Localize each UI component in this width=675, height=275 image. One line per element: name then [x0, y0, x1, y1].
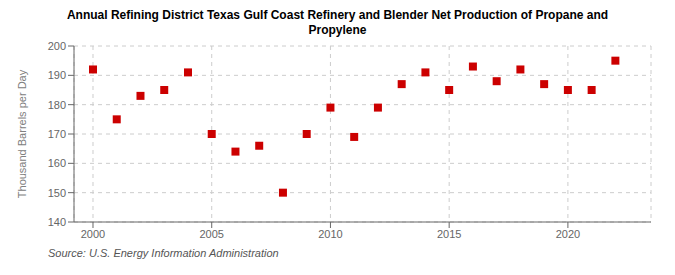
html-text:Source: U.S. Energy Informatio: Source: U.S. Energy Information Administ… — [48, 247, 279, 259]
svg-text:180: 180 — [48, 99, 66, 111]
svg-text:2020: 2020 — [556, 228, 580, 240]
svg-text:150: 150 — [48, 187, 66, 199]
svg-text:160: 160 — [48, 157, 66, 169]
svg-text:170: 170 — [48, 128, 66, 140]
html-text:Propylene: Propylene — [308, 23, 367, 37]
svg-text:2010: 2010 — [318, 228, 342, 240]
svg-text:2000: 2000 — [81, 228, 105, 240]
svg-text:190: 190 — [48, 69, 66, 81]
svg-text:140: 140 — [48, 216, 66, 228]
svg-text:2015: 2015 — [437, 228, 461, 240]
html-text:Annual Refining District Texas: Annual Refining District Texas Gulf Coas… — [66, 8, 609, 22]
svg-text:Thousand Barrels per Day: Thousand Barrels per Day — [16, 69, 28, 198]
svg-text:200: 200 — [48, 40, 66, 52]
svg-text:2005: 2005 — [199, 228, 223, 240]
